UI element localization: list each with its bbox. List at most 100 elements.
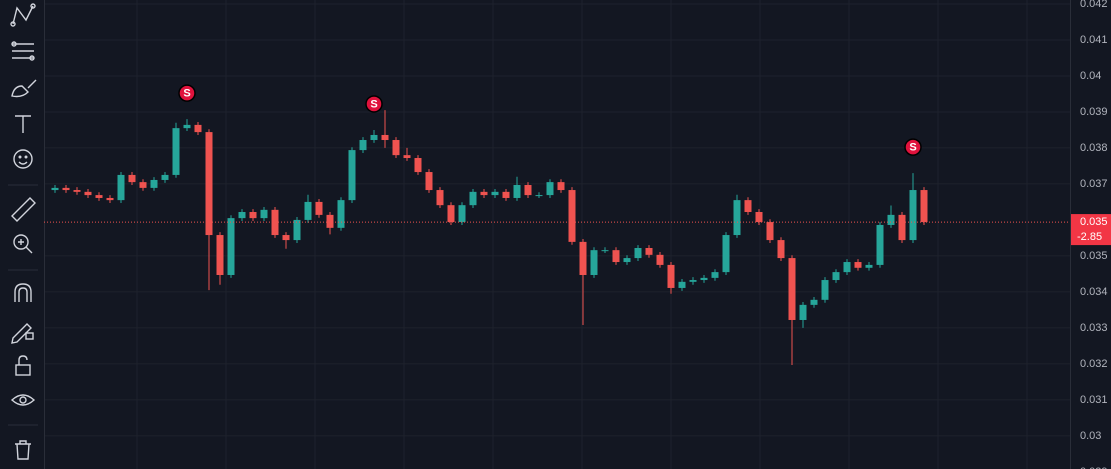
- y-tick-label: 0.042: [1080, 0, 1108, 10]
- candle-body: [128, 174, 136, 183]
- magnet-tool[interactable]: [14, 283, 32, 302]
- y-tick-label: 0.029: [1080, 466, 1108, 469]
- price-tag-price: 0.035: [1080, 216, 1108, 228]
- y-tick-label: 0.038: [1080, 142, 1108, 154]
- candle-body: [95, 195, 103, 198]
- candle-body: [150, 179, 158, 188]
- candle-body: [315, 201, 323, 215]
- candle-body: [370, 134, 378, 141]
- candle-body: [865, 264, 873, 268]
- candle-body: [722, 235, 730, 273]
- candle-body: [381, 134, 389, 141]
- candle-body: [469, 191, 477, 206]
- y-tick-label: 0.031: [1080, 394, 1108, 406]
- candle-body: [293, 219, 301, 241]
- candle-body: [546, 182, 554, 196]
- candle-body: [645, 247, 653, 255]
- brush-tool[interactable]: [11, 79, 37, 98]
- candle-body: [667, 264, 675, 288]
- candle-body: [106, 197, 114, 201]
- y-tick-label: 0.03: [1080, 430, 1101, 442]
- candle-body: [392, 140, 400, 156]
- candle-body: [887, 214, 895, 225]
- candle-body: [414, 158, 422, 173]
- candle-body: [513, 185, 521, 198]
- candle-body: [821, 280, 829, 300]
- candle-body: [788, 258, 796, 320]
- y-tick-label: 0.035: [1080, 250, 1108, 262]
- candle-body: [579, 241, 587, 275]
- candle-body: [678, 281, 686, 288]
- candle-body: [403, 155, 411, 159]
- candle-body: [348, 150, 356, 201]
- candle-body: [238, 212, 246, 219]
- candle-body: [799, 304, 807, 320]
- candle-body: [337, 200, 345, 228]
- sell-signal-label: S: [183, 88, 190, 100]
- candle-body: [832, 272, 840, 281]
- candle-body: [920, 190, 928, 223]
- candle-body: [249, 212, 257, 219]
- candle-body: [51, 187, 59, 191]
- y-tick-label: 0.033: [1080, 322, 1108, 334]
- toolbar: [0, 0, 45, 469]
- delete-tool[interactable]: [15, 440, 31, 460]
- y-tick-label: 0.039: [1080, 106, 1108, 118]
- candle-body: [876, 224, 884, 265]
- candle-body: [282, 235, 290, 241]
- candle-body: [777, 240, 785, 259]
- candle-body: [568, 190, 576, 242]
- y-tick-label: 0.037: [1080, 178, 1108, 190]
- candle-body: [755, 212, 763, 223]
- candle-body: [557, 182, 565, 191]
- candle-body: [73, 190, 81, 192]
- sell-signal: [904, 138, 922, 156]
- trend-tool[interactable]: [10, 3, 36, 27]
- candle-body: [172, 128, 180, 175]
- candle-body: [623, 258, 631, 263]
- lock-draw-tool[interactable]: [11, 323, 34, 344]
- zoom-tool[interactable]: [13, 234, 33, 254]
- candle-body: [304, 201, 312, 220]
- candle-body: [117, 174, 125, 201]
- candle-body: [601, 250, 609, 252]
- emoji-tool[interactable]: [13, 149, 33, 169]
- candle-body: [161, 174, 169, 180]
- candle-body: [139, 182, 147, 188]
- candle-body: [194, 124, 202, 133]
- visibility-tool[interactable]: [10, 394, 36, 406]
- candle-body: [326, 214, 334, 228]
- fib-tool[interactable]: [11, 41, 35, 61]
- candle-body: [700, 277, 708, 281]
- candle-body: [183, 124, 191, 129]
- candle-body: [425, 172, 433, 191]
- candle-body: [590, 250, 598, 275]
- candle-body: [744, 200, 752, 213]
- y-tick-label: 0.041: [1080, 34, 1108, 46]
- candle-body: [205, 132, 213, 236]
- candle-body: [634, 247, 642, 259]
- candle-body: [733, 200, 741, 236]
- candle-body: [227, 218, 235, 275]
- candle-body: [458, 205, 466, 223]
- candle-body: [216, 235, 224, 275]
- candle-body: [810, 299, 818, 305]
- candle-body: [62, 187, 70, 191]
- candle-body: [898, 214, 906, 241]
- candle-body: [84, 191, 92, 196]
- candle-body: [480, 191, 488, 196]
- text-tool[interactable]: [15, 115, 31, 133]
- candle-body: [612, 250, 620, 263]
- candle-body: [766, 222, 774, 241]
- candle-body: [436, 190, 444, 206]
- y-tick-label: 0.032: [1080, 358, 1108, 370]
- ruler-tool[interactable]: [11, 197, 36, 222]
- candle-body: [260, 209, 268, 219]
- candle-body: [359, 140, 367, 151]
- time-grid: [136, 0, 1028, 469]
- sell-signal-label: S: [909, 142, 916, 154]
- lock-tool[interactable]: [15, 355, 31, 376]
- candle-body: [689, 280, 697, 282]
